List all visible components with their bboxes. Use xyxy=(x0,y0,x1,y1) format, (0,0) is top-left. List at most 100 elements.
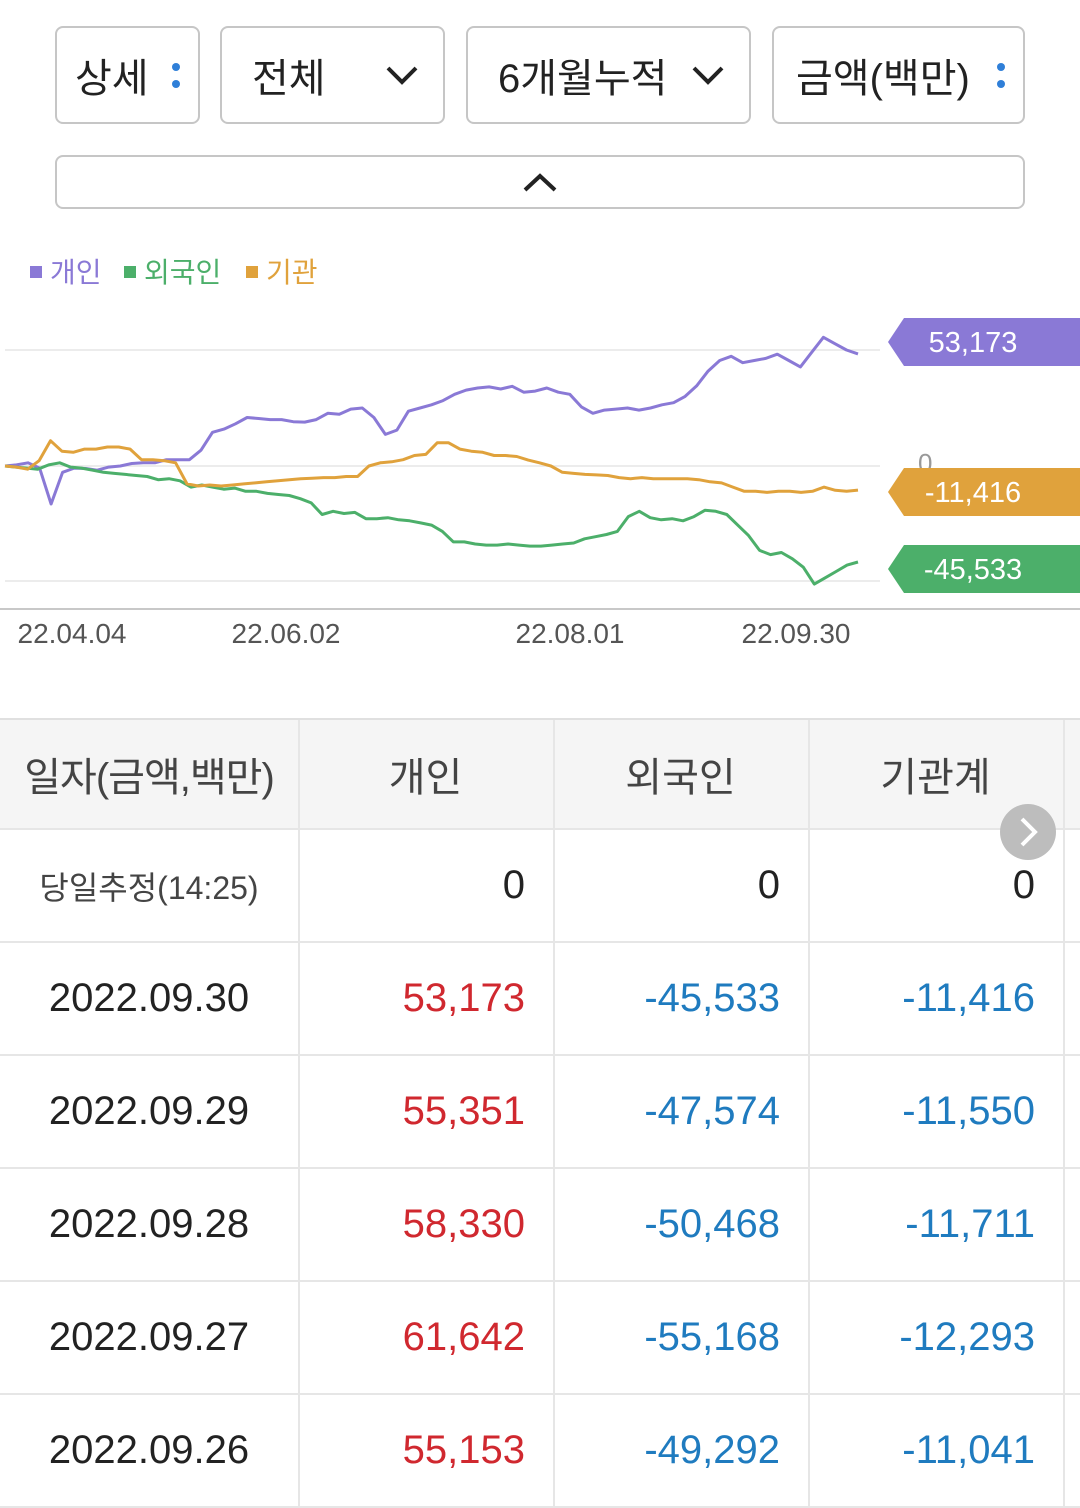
value-tag-label: -45,533 xyxy=(924,554,1022,586)
legend-swatch xyxy=(246,266,258,278)
column-divider xyxy=(808,1056,810,1167)
column-divider xyxy=(1063,1169,1065,1280)
column-divider xyxy=(1063,1282,1065,1393)
chart-legend: 개인 외국인 기관 xyxy=(30,257,318,288)
column-divider xyxy=(298,1056,300,1167)
scope-dropdown[interactable]: 전체 xyxy=(220,26,445,124)
unit-label: 금액(백만) xyxy=(796,57,970,101)
date-cell: 2022.09.26 xyxy=(48,1428,250,1472)
column-divider xyxy=(298,1282,300,1393)
value-tag-label: 53,173 xyxy=(929,327,1018,359)
column-divider xyxy=(1063,1395,1065,1506)
column-divider xyxy=(1063,943,1065,1054)
collapse-button[interactable] xyxy=(55,155,1025,209)
period-dropdown[interactable]: 6개월누적 xyxy=(466,26,751,124)
series-line-기관 xyxy=(4,439,859,494)
table-row: 2022.09.30 53,173 -45,533 -11,416 xyxy=(0,943,1080,1056)
date-cell: 2022.09.29 xyxy=(48,1089,250,1133)
value-tag-label: -11,416 xyxy=(925,477,1021,509)
investor-chart: 개인 외국인 기관 0 53,173-11,416-45,533 22.04.04 2… xyxy=(0,257,1080,649)
table-row: 2022.09.27 61,642 -55,168 -12,293 xyxy=(0,1282,1080,1395)
x-tick-label: 22.04.04 xyxy=(18,618,127,649)
column-divider xyxy=(298,1169,300,1280)
unit-button[interactable]: 금액(백만) xyxy=(772,26,1025,124)
value-cell-ind: 53,173 xyxy=(402,976,525,1020)
series-line-외국인 xyxy=(4,461,859,586)
value-cell-ind: 55,351 xyxy=(402,1089,525,1133)
column-divider xyxy=(553,830,555,941)
column-header: 개인 xyxy=(388,756,463,800)
value-cell-for: 0 xyxy=(757,863,780,907)
scope-label: 전체 xyxy=(252,57,326,101)
column-divider xyxy=(808,830,810,941)
column-divider xyxy=(808,1169,810,1280)
column-header: 일자(금액,백만) xyxy=(24,756,275,800)
legend-label: 외국인 xyxy=(144,257,221,288)
x-tick-label: 22.09.30 xyxy=(742,618,851,649)
column-header: 외국인 xyxy=(625,756,736,800)
value-cell-inst: 0 xyxy=(1012,863,1035,907)
value-tag xyxy=(888,318,1080,366)
value-cell-for: -50,468 xyxy=(644,1202,780,1246)
tag-layer: 53,173 -11,416 -45,533 xyxy=(888,318,1080,593)
value-cell-for: -55,168 xyxy=(644,1315,780,1359)
column-divider xyxy=(553,1282,555,1393)
detail-label: 상세 xyxy=(75,57,149,101)
value-cell-ind: 58,330 xyxy=(402,1202,525,1246)
legend-swatch xyxy=(30,266,42,278)
table-row: 2022.09.26 55,153 -49,292 -11,041 xyxy=(0,1395,1080,1508)
series-layer xyxy=(4,335,859,586)
column-divider xyxy=(808,720,810,828)
chevron-down-icon xyxy=(386,66,418,85)
value-tag xyxy=(888,545,1080,593)
table-row: 당일추정(14:25) 0 0 0 xyxy=(0,830,1080,943)
value-cell-inst: -11,416 xyxy=(902,976,1035,1020)
value-cell-inst: -11,550 xyxy=(902,1089,1035,1133)
more-dots-icon xyxy=(172,62,180,88)
column-divider xyxy=(298,1395,300,1506)
x-tick-layer: 22.04.04 22.06.02 22.08.01 22.09.30 xyxy=(18,618,851,649)
series-line-개인 xyxy=(4,335,859,506)
value-cell-inst: -11,041 xyxy=(902,1428,1035,1472)
value-cell-ind: 55,153 xyxy=(402,1428,525,1472)
column-divider xyxy=(1063,720,1065,828)
column-divider xyxy=(298,943,300,1054)
value-cell-for: -49,292 xyxy=(644,1428,780,1472)
column-divider xyxy=(553,1169,555,1280)
legend-swatch xyxy=(124,266,136,278)
detail-button[interactable]: 상세 xyxy=(55,26,200,124)
value-tag xyxy=(888,468,1080,516)
table-row: 2022.09.29 55,351 -47,574 -11,550 xyxy=(0,1056,1080,1169)
value-cell-inst: -12,293 xyxy=(899,1315,1035,1359)
column-divider xyxy=(298,830,300,941)
value-cell-ind: 61,642 xyxy=(402,1315,525,1359)
scroll-right-button[interactable] xyxy=(1000,804,1056,860)
date-cell: 당일추정(14:25) xyxy=(39,869,259,906)
column-divider xyxy=(808,1282,810,1393)
column-divider xyxy=(553,720,555,828)
chevron-down-icon xyxy=(692,66,724,85)
date-cell: 2022.09.27 xyxy=(48,1315,250,1359)
value-cell-for: -45,533 xyxy=(644,976,780,1020)
column-divider xyxy=(298,720,300,828)
date-cell: 2022.09.30 xyxy=(48,976,250,1020)
table-row: 2022.09.28 58,330 -50,468 -11,711 xyxy=(0,1169,1080,1282)
legend-label: 기관 xyxy=(266,257,318,288)
more-dots-icon xyxy=(997,62,1005,88)
legend-label: 개인 xyxy=(50,257,102,288)
column-divider xyxy=(553,1395,555,1506)
x-tick-label: 22.08.01 xyxy=(516,618,625,649)
column-divider xyxy=(553,1056,555,1167)
column-divider xyxy=(808,1395,810,1506)
x-tick-label: 22.06.02 xyxy=(232,618,341,649)
chevron-up-icon xyxy=(523,173,557,192)
period-label: 6개월누적 xyxy=(498,57,668,101)
column-divider xyxy=(553,943,555,1054)
column-header: 기관계 xyxy=(880,756,991,800)
date-cell: 2022.09.28 xyxy=(48,1202,250,1246)
chevron-right-icon xyxy=(1020,817,1038,847)
column-divider xyxy=(1063,1056,1065,1167)
value-cell-inst: -11,711 xyxy=(905,1202,1035,1246)
value-cell-ind: 0 xyxy=(502,863,525,907)
column-divider xyxy=(808,943,810,1054)
